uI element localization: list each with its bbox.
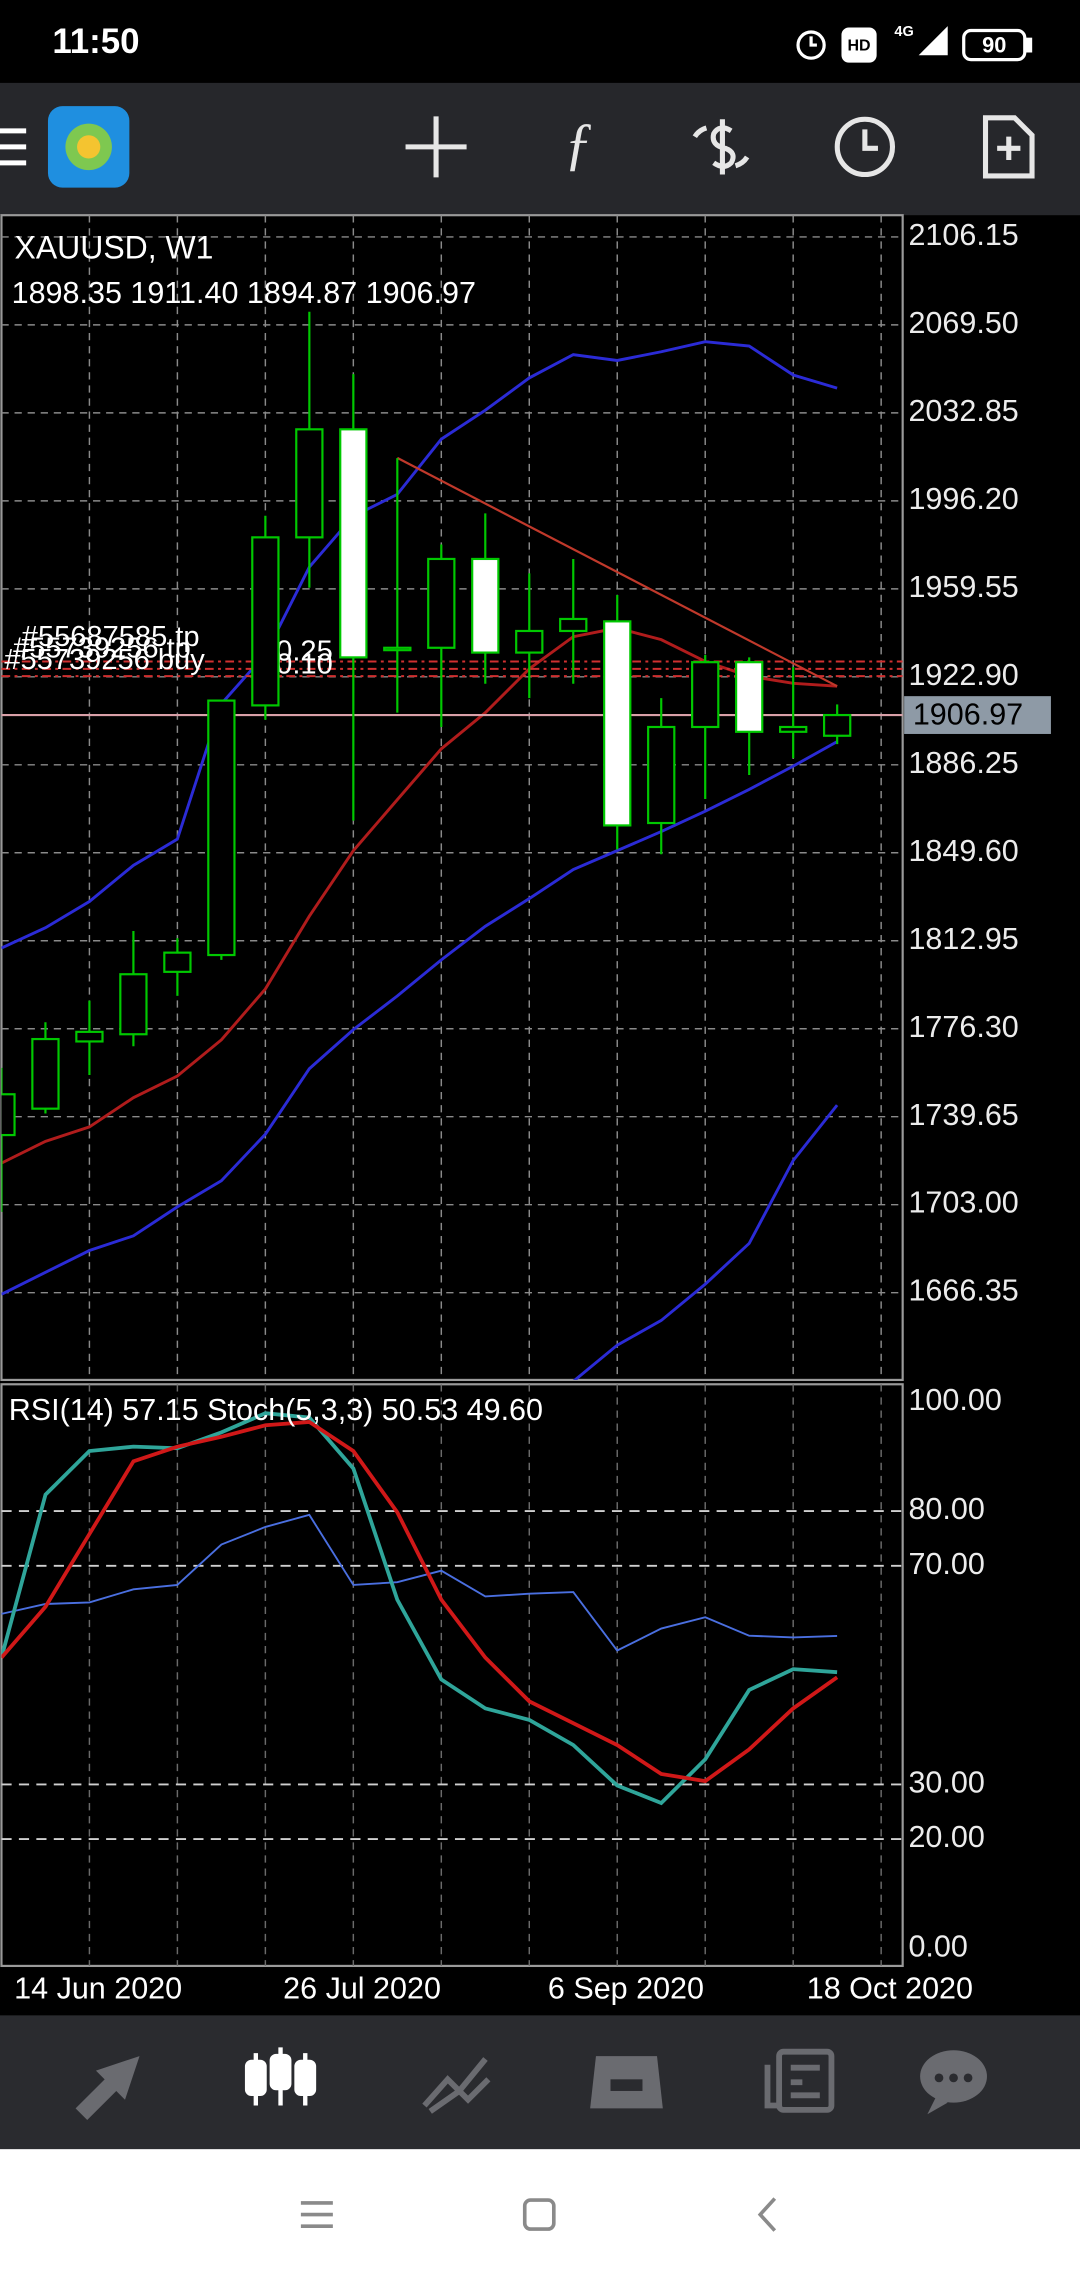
menu-button[interactable] (0, 128, 27, 166)
indicator-line (1, 740, 838, 1296)
bottom-nav (0, 2015, 1080, 2150)
news-tab[interactable] (764, 2048, 835, 2113)
candle-body (691, 661, 720, 729)
system-buttons[interactable] (300, 2197, 777, 2232)
y-tick-label: 2032.85 (908, 394, 1018, 428)
order-label: #55739256 buy (4, 644, 205, 676)
candle-body (559, 617, 588, 633)
candle-body (515, 629, 544, 654)
y-tick-label: 100.00 (908, 1383, 1001, 1417)
indicator-line (572, 1104, 839, 1380)
sub-chart-frame (0, 1383, 904, 1968)
y-tick-label: 2069.50 (908, 306, 1018, 340)
candle-body (603, 620, 632, 827)
candle-body (207, 699, 236, 957)
candle-body (75, 1030, 104, 1043)
y-tick-label: 30.00 (908, 1765, 984, 1799)
y-tick-label: 1886.25 (908, 746, 1018, 780)
y-tick-label: 2106.15 (908, 218, 1018, 252)
y-tick-label: 1666.35 (908, 1274, 1018, 1308)
indicator-line (1, 626, 838, 1165)
system-nav (0, 2149, 1080, 2280)
y-tick-label: 1812.95 (908, 922, 1018, 956)
candle-body (1, 1093, 16, 1137)
trade-button[interactable] (692, 119, 750, 175)
clock: 11:50 (52, 22, 139, 61)
main-chart-frame (0, 214, 904, 1382)
trend-line (396, 456, 838, 688)
chart-tab[interactable] (244, 2047, 317, 2106)
status-icons (796, 26, 1033, 63)
y-tick-label: 1703.00 (908, 1186, 1018, 1220)
crosshair-button[interactable] (405, 116, 467, 178)
candle-body (119, 973, 148, 1036)
hd-icon: HD (848, 38, 871, 55)
quotes-tab[interactable] (75, 2056, 140, 2121)
y-tick-label: 1959.55 (908, 570, 1018, 604)
candle-body (822, 713, 852, 737)
new-order-button[interactable] (982, 115, 1035, 179)
y-tick-label: 1996.20 (908, 482, 1018, 516)
y-tick-label: 70.00 (908, 1547, 984, 1581)
app-logo[interactable] (47, 106, 130, 188)
order-label: #55739256 tp (13, 633, 191, 665)
x-tick-label: 26 Jul 2020 (283, 1972, 441, 2006)
network-type: 4G (894, 24, 913, 40)
x-tick-label: 14 Jun 2020 (14, 1972, 182, 2006)
last-price-label: 1906.97 (913, 698, 1023, 732)
x-tick-label: 18 Oct 2020 (807, 1972, 973, 2006)
candle-body (735, 661, 764, 733)
y-tick-label: 1776.30 (908, 1010, 1018, 1044)
history-tab[interactable] (590, 2056, 663, 2109)
indicators-button[interactable]: ƒ (564, 111, 593, 176)
sub-plot (1, 1384, 903, 1966)
candle-body (779, 725, 808, 733)
candle-body (427, 557, 456, 649)
y-tick-label: 1739.65 (908, 1098, 1018, 1132)
candle-body (31, 1037, 60, 1110)
y-tick-label: 80.00 (908, 1492, 984, 1526)
candle-body (647, 725, 676, 825)
order-volume: 0.10 (276, 649, 333, 681)
y-tick-label: 0.00 (908, 1929, 967, 1963)
main-plot: #55687585 tp 0.25 #55739256 tp 0.10 #5573925… (1, 215, 903, 1380)
indicator-title: RSI(14) 57.15 Stoch(5,3,3) 50.53 49.60 (9, 1393, 543, 1427)
indicator-line (1, 1411, 838, 1806)
candle-body (163, 951, 192, 973)
candle-body (471, 557, 500, 654)
trade-tab[interactable] (422, 2057, 491, 2114)
indicator-line (1, 1513, 838, 1652)
y-tick-label: 20.00 (908, 1820, 984, 1854)
order-volume: 0.25 (276, 635, 333, 667)
symbol-title: XAUUSD, W1 (15, 230, 214, 266)
candle-body (383, 646, 412, 652)
order-label: #55687585 tp (22, 621, 200, 653)
indicator-line (1, 340, 838, 950)
ohlc-text: 1898.35 1911.40 1894.87 1906.97 (12, 276, 476, 310)
period-button[interactable] (834, 116, 896, 178)
x-tick-label: 6 Sep 2020 (548, 1972, 704, 2006)
battery-level: 90 (982, 32, 1006, 57)
last-price-box (904, 696, 1051, 734)
candle-body (295, 428, 324, 539)
candle-body (251, 536, 280, 707)
indicator-line (1, 1420, 839, 1784)
chat-tab[interactable] (920, 2050, 987, 2115)
y-tick-label: 1922.90 (908, 658, 1018, 692)
candle-body (339, 428, 368, 659)
axes: 2106.15 2069.50 2032.85 1996.20 1959.55 1922.… (14, 218, 1051, 2006)
toolbar (0, 82, 1080, 216)
status-bar (0, 0, 1080, 83)
y-tick-label: 1849.60 (908, 834, 1018, 868)
